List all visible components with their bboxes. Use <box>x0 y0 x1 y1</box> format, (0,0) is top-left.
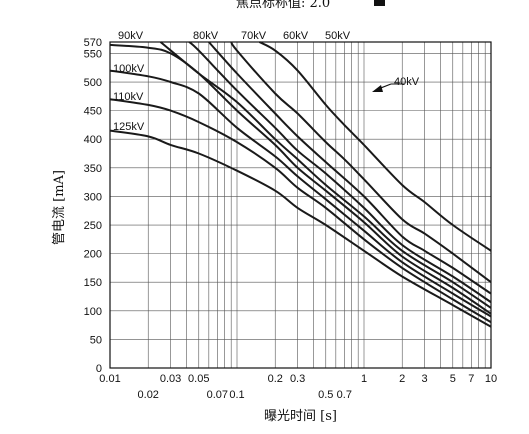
x-axis-title: 曝光时间 [s] <box>264 409 337 424</box>
x-tick-label: 0.1 <box>229 389 244 401</box>
x-tick-label: 0.3 <box>290 373 305 385</box>
x-tick-label: 0.5 <box>318 389 333 401</box>
curve-100kv <box>109 69 492 318</box>
x-tick-label: 0.7 <box>337 389 352 401</box>
title-marker-square <box>374 0 385 6</box>
vertical-grid <box>147 42 486 368</box>
x-tick-label: 0.07 <box>207 389 228 401</box>
y-tick-label: 150 <box>84 277 102 289</box>
horizontal-grid <box>110 53 491 340</box>
plot-frame <box>109 41 492 369</box>
curve-50kv <box>230 41 492 283</box>
y-tick-label: 50 <box>90 334 102 346</box>
x-tick-label: 3 <box>422 373 428 385</box>
curve-70kv <box>188 41 492 304</box>
x-tick-label: 7 <box>468 373 474 385</box>
curve-60kv <box>208 41 492 295</box>
y-tick-label: 100 <box>84 306 102 318</box>
y-tick-label: 250 <box>84 220 102 232</box>
series-label-100kv: 100kV <box>113 63 145 75</box>
x-tick-label: 10 <box>485 373 497 385</box>
series-label-70kv: 70kV <box>241 30 267 42</box>
x-tick-label: 0.03 <box>160 373 181 385</box>
series-label-90kv: 90kV <box>118 30 144 42</box>
y-tick-label: 450 <box>84 106 102 118</box>
curve-90kv <box>109 43 492 315</box>
series-label-110kv: 110kV <box>113 91 144 103</box>
series-label-40kv: 40kV <box>394 76 420 88</box>
chart-title-group: 焦点标称值: 2.0 <box>236 0 385 11</box>
curves <box>109 41 492 328</box>
x-tick-label: 1 <box>361 373 367 385</box>
x-tick-label: 0.05 <box>188 373 209 385</box>
series-label-60kv: 60kV <box>283 30 309 42</box>
curve-125kv <box>109 129 492 328</box>
y-tick-label: 550 <box>84 48 102 60</box>
y-tick-label: 300 <box>84 191 102 203</box>
y-axis-title: 管电流 [mA] <box>52 170 67 245</box>
curve-40kv <box>258 41 492 252</box>
series-labels: 40kV 50kV 60kV 70kV 80kV 90kV 100kV 110kV 125kV <box>113 30 420 133</box>
y-tick-label: 200 <box>84 249 102 261</box>
y-tick-label: 500 <box>84 77 102 89</box>
x-tick-label: 0.2 <box>268 373 283 385</box>
chart-title: 焦点标称值: 2.0 <box>236 0 330 11</box>
leader-arrowhead-40kv <box>372 85 383 92</box>
x-tick-label: 0.01 <box>99 373 120 385</box>
curve-110kv <box>109 98 492 324</box>
y-tick-label: 350 <box>84 163 102 175</box>
series-label-80kv: 80kV <box>193 30 219 42</box>
x-tick-label: 0.02 <box>138 389 159 401</box>
y-tick-label: 570 <box>84 37 102 49</box>
curve-80kv <box>159 41 492 309</box>
y-tick-label: 0 <box>96 363 102 375</box>
x-tick-labels: 0.01 0.020.03 0.05 0.07 0.1 0.2 0.3 0.5 0.7 1 2 3 5 7… <box>99 373 497 401</box>
x-tick-label: 5 <box>450 373 456 385</box>
y-tick-label: 400 <box>84 134 102 146</box>
series-label-125kv: 125kV <box>113 121 145 133</box>
series-label-50kv: 50kV <box>325 30 351 42</box>
x-tick-label: 2 <box>399 373 405 385</box>
